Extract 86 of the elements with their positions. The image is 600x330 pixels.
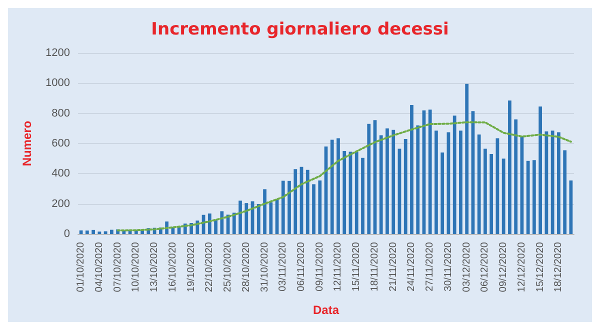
bar xyxy=(86,230,89,234)
x-tick-label: 01/10/2020 xyxy=(76,242,87,292)
x-axis-title: Data xyxy=(312,303,340,317)
bar xyxy=(110,230,114,234)
bar xyxy=(342,151,346,234)
x-tick-label: 18/11/2020 xyxy=(369,242,380,292)
bar xyxy=(459,130,462,234)
bar xyxy=(232,212,236,234)
x-tick-label: 07/10/2020 xyxy=(112,242,124,292)
x-tick-label: 31/10/2020 xyxy=(259,242,270,292)
x-tick-label: 27/11/2020 xyxy=(424,242,436,292)
bar xyxy=(92,230,95,234)
bar xyxy=(379,135,383,234)
bar xyxy=(490,154,494,234)
x-tick-label: 19/10/2020 xyxy=(186,242,197,292)
bar xyxy=(465,84,469,234)
x-tick-label: 12/12/2020 xyxy=(516,242,528,292)
bar xyxy=(508,100,512,234)
y-tick-label: 0 xyxy=(64,228,70,240)
bar xyxy=(294,169,298,234)
x-tick-label: 22/10/2020 xyxy=(204,242,216,292)
bar xyxy=(386,128,389,234)
x-tick-label: 12/11/2020 xyxy=(332,242,344,292)
x-tick-label: 25/10/2020 xyxy=(222,242,234,292)
bar xyxy=(361,158,364,234)
bar xyxy=(214,220,218,234)
x-tick-label: 18/12/2020 xyxy=(553,242,564,292)
bar xyxy=(318,180,322,234)
bar xyxy=(502,158,506,234)
bar xyxy=(392,130,396,234)
x-tick-label: 03/11/2020 xyxy=(278,242,289,292)
x-tick-label: 15/11/2020 xyxy=(351,242,362,292)
bar xyxy=(557,132,560,234)
bar xyxy=(238,200,242,234)
bar xyxy=(477,134,481,234)
y-tick-label: 400 xyxy=(52,168,70,180)
bar xyxy=(440,152,444,234)
bar xyxy=(367,124,371,234)
bar xyxy=(256,204,260,234)
y-axis-title: Numero xyxy=(20,120,34,166)
bar xyxy=(563,150,566,234)
x-tick-label: 06/12/2020 xyxy=(480,242,491,292)
x-tick-label: 10/10/2020 xyxy=(130,242,142,292)
bar xyxy=(434,130,438,234)
chart-title: Incremento giornaliero decessi xyxy=(151,20,449,40)
bar xyxy=(208,213,212,234)
x-tick-label: 09/12/2020 xyxy=(498,242,510,292)
x-tick-label: 13/10/2020 xyxy=(149,242,160,292)
x-tick-label: 30/11/2020 xyxy=(442,242,454,292)
bar xyxy=(306,170,310,234)
bar xyxy=(452,116,456,234)
x-tick-label: 15/12/2020 xyxy=(534,242,546,292)
y-tick-label: 600 xyxy=(52,138,70,150)
y-tick-label: 800 xyxy=(52,107,70,120)
bar xyxy=(484,148,487,234)
bar xyxy=(330,140,334,234)
bar xyxy=(416,125,420,234)
x-tick-label: 24/11/2020 xyxy=(406,242,418,292)
y-tick-label: 200 xyxy=(52,198,70,210)
bar xyxy=(281,180,285,234)
bar xyxy=(288,180,291,234)
y-tick-label: 1000 xyxy=(46,77,70,90)
bar xyxy=(532,160,536,234)
bar xyxy=(514,119,518,234)
x-tick-label: 06/11/2020 xyxy=(296,242,308,292)
bar xyxy=(336,138,340,234)
x-tick-label: 21/11/2020 xyxy=(388,242,399,292)
bar xyxy=(269,202,273,234)
line-series xyxy=(116,121,572,232)
bar xyxy=(410,105,414,234)
y-tick-label: 1200 xyxy=(46,47,70,59)
bar xyxy=(263,189,266,234)
bar xyxy=(526,160,530,234)
bar xyxy=(220,211,224,234)
bar xyxy=(538,106,542,234)
bar xyxy=(428,110,432,234)
x-tick-label: 09/11/2020 xyxy=(314,242,326,292)
bar xyxy=(550,130,554,234)
x-tick-label: 28/10/2020 xyxy=(240,242,252,292)
bar xyxy=(404,138,408,234)
x-tick-label: 16/10/2020 xyxy=(167,242,178,292)
bar xyxy=(244,203,248,234)
x-tick-label: 03/12/2020 xyxy=(461,242,472,292)
bar xyxy=(312,184,316,234)
bar xyxy=(354,152,358,234)
x-tick-label: 04/10/2020 xyxy=(94,242,105,292)
